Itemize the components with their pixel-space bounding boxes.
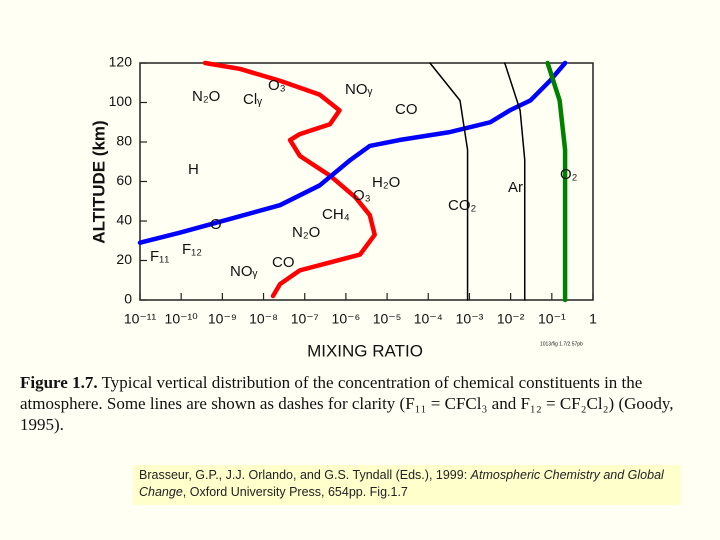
curve-label: F₁₂ [182, 241, 202, 258]
x-tick-label: 10⁻¹¹ [124, 311, 157, 327]
x-axis-label: MIXING RATIO [307, 341, 423, 360]
series-line [545, 60, 568, 303]
citation-publisher: , Oxford University Press, 654pp. Fig.1.… [182, 485, 408, 499]
curve-label: N₂O [192, 88, 220, 105]
x-tick-label: 10⁻⁴ [414, 311, 443, 327]
y-tick-label: 40 [116, 212, 132, 228]
series-label: O₃ [353, 187, 371, 204]
series-label: O [210, 216, 222, 233]
series-line [429, 62, 469, 301]
y-tick-label: 0 [124, 291, 132, 307]
curve-label: NOᵧ [345, 81, 373, 98]
series-label: Ar [508, 179, 523, 196]
x-tick-label: 1 [589, 311, 597, 327]
series-line [137, 60, 568, 245]
figure-note: 1013/fig 1.7/2.57pb [540, 341, 583, 347]
series-line [504, 62, 526, 301]
y-tick-label: 20 [116, 251, 132, 267]
curve-label: CO [395, 101, 418, 118]
chart: ALTITUDE (km) MIXING RATIO 1013/fig 1.7/… [89, 54, 597, 361]
curve-label: CH₄ [322, 206, 350, 223]
caption-text: Typical vertical distribution of the con… [20, 373, 674, 434]
curve-label: N₂O [292, 224, 320, 241]
x-tick-label: 10⁻³ [456, 311, 484, 327]
x-tick-label: 10⁻⁶ [332, 311, 361, 327]
x-tick-label: 10⁻⁷ [291, 311, 319, 327]
citation-authors: Brasseur, G.P., J.J. Orlando, and G.S. T… [139, 468, 468, 482]
curve-label: H₂O [372, 174, 400, 191]
y-tick-label: 100 [109, 93, 133, 109]
curve-label: H [188, 161, 199, 178]
citation: Brasseur, G.P., J.J. Orlando, and G.S. T… [133, 465, 681, 505]
citation-title: Atmospheric Chemistry and Global Change [139, 468, 664, 499]
y-tick-label: 60 [116, 172, 132, 188]
x-tick-label: 10⁻⁹ [208, 311, 237, 327]
series-label: O₂ [560, 166, 578, 183]
caption: Figure 1.7. Typical vertical distributio… [20, 372, 702, 435]
x-tick-label: 10⁻⁵ [373, 311, 402, 327]
y-tick-label: 120 [109, 54, 133, 70]
x-tick-label: 10⁻¹ [538, 311, 566, 327]
x-tick-label: 10⁻¹⁰ [165, 311, 199, 327]
caption-label: Figure 1.7. [20, 373, 98, 392]
curve-label: CO [272, 254, 295, 271]
series-line [202, 60, 377, 299]
x-tick-label: 10⁻² [497, 311, 525, 327]
curve-label: F₁₁ [150, 248, 169, 265]
series-label: CO₂ [448, 197, 477, 214]
x-tick-label: 10⁻⁸ [249, 311, 278, 327]
curve-label: O₃ [268, 77, 286, 94]
y-axis-label: ALTITUDE (km) [89, 120, 108, 243]
curve-label: Clᵧ [243, 91, 262, 108]
y-tick-label: 80 [116, 133, 132, 149]
curve-label: NOᵧ [230, 263, 258, 280]
